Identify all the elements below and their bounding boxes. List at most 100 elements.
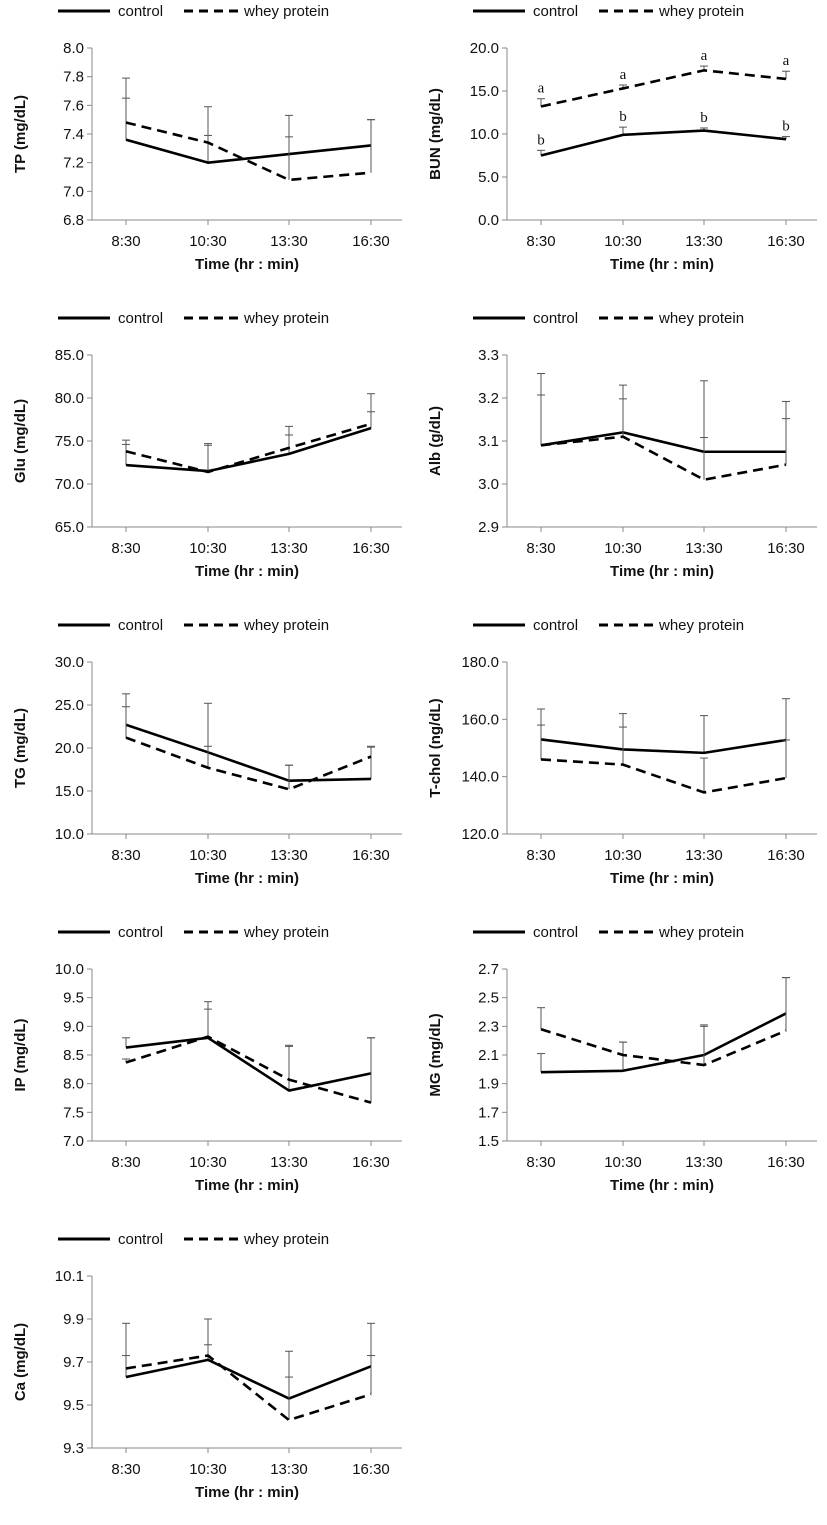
y-tick-label: 180.0 bbox=[461, 654, 499, 671]
series-line-control bbox=[126, 140, 371, 163]
x-tick-label: 10:30 bbox=[189, 540, 227, 557]
y-axis-title: Ca (mg/dL) bbox=[12, 1323, 29, 1401]
y-tick-label: 25.0 bbox=[55, 697, 84, 714]
legend-label-whey: whey protein bbox=[658, 310, 744, 327]
x-tick-label: 8:30 bbox=[526, 233, 555, 250]
y-tick-label: 5.0 bbox=[478, 169, 499, 186]
x-tick-label: 16:30 bbox=[352, 847, 390, 864]
y-tick-label: 2.3 bbox=[478, 1018, 499, 1035]
x-tick-label: 16:30 bbox=[352, 1461, 390, 1478]
significance-label: a bbox=[783, 53, 790, 69]
legend-label-whey: whey protein bbox=[243, 924, 329, 941]
series-line-whey-protein bbox=[126, 738, 371, 790]
y-tick-label: 3.0 bbox=[478, 476, 499, 493]
x-tick-label: 8:30 bbox=[526, 540, 555, 557]
y-tick-label: 20.0 bbox=[470, 40, 499, 57]
x-tick-label: 10:30 bbox=[189, 1154, 227, 1171]
series-line-whey-protein bbox=[541, 70, 786, 106]
legend-label-whey: whey protein bbox=[658, 617, 744, 634]
x-tick-label: 13:30 bbox=[270, 847, 308, 864]
x-tick-label: 8:30 bbox=[111, 847, 140, 864]
significance-label: a bbox=[620, 67, 627, 83]
series-line-control bbox=[541, 131, 786, 156]
y-tick-label: 1.9 bbox=[478, 1076, 499, 1093]
y-axis-title: BUN (mg/dL) bbox=[427, 88, 444, 180]
x-tick-label: 8:30 bbox=[111, 233, 140, 250]
series-line-control bbox=[541, 739, 786, 752]
y-tick-label: 2.5 bbox=[478, 990, 499, 1007]
significance-label: b bbox=[537, 132, 545, 148]
x-tick-label: 13:30 bbox=[685, 540, 723, 557]
y-axis-title: IP (mg/dL) bbox=[12, 1018, 29, 1091]
legend-label-control: control bbox=[118, 617, 163, 634]
x-axis-title: Time (hr : min) bbox=[610, 256, 714, 273]
x-axis-title: Time (hr : min) bbox=[610, 563, 714, 580]
y-tick-label: 30.0 bbox=[55, 654, 84, 671]
x-tick-label: 16:30 bbox=[767, 1154, 805, 1171]
x-tick-label: 10:30 bbox=[604, 233, 642, 250]
y-tick-label: 10.0 bbox=[55, 826, 84, 843]
y-tick-label: 9.5 bbox=[63, 1397, 84, 1414]
x-tick-label: 13:30 bbox=[685, 233, 723, 250]
legend-label-whey: whey protein bbox=[243, 1231, 329, 1248]
x-tick-label: 16:30 bbox=[352, 1154, 390, 1171]
x-tick-label: 16:30 bbox=[352, 540, 390, 557]
x-axis-title: Time (hr : min) bbox=[610, 870, 714, 887]
y-tick-label: 20.0 bbox=[55, 740, 84, 757]
series-line-whey-protein bbox=[541, 1029, 786, 1065]
y-tick-label: 8.0 bbox=[63, 1076, 84, 1093]
series-line-whey-protein bbox=[126, 1037, 371, 1103]
legend-label-whey: whey protein bbox=[243, 3, 329, 20]
x-tick-label: 13:30 bbox=[270, 233, 308, 250]
y-tick-label: 7.6 bbox=[63, 97, 84, 114]
x-tick-label: 8:30 bbox=[111, 1154, 140, 1171]
y-tick-label: 6.8 bbox=[63, 212, 84, 229]
y-tick-label: 7.2 bbox=[63, 155, 84, 172]
x-tick-label: 8:30 bbox=[111, 1461, 140, 1478]
y-tick-label: 7.4 bbox=[63, 126, 84, 143]
series-line-control bbox=[541, 1013, 786, 1072]
x-axis-title: Time (hr : min) bbox=[195, 563, 299, 580]
y-tick-label: 80.0 bbox=[55, 390, 84, 407]
y-axis-title: T-chol (ng/dL) bbox=[427, 698, 444, 797]
y-tick-label: 8.5 bbox=[63, 1047, 84, 1064]
y-tick-label: 75.0 bbox=[55, 433, 84, 450]
y-axis-title: Glu (mg/dL) bbox=[12, 399, 29, 483]
legend-label-control: control bbox=[118, 1231, 163, 1248]
y-tick-label: 70.0 bbox=[55, 476, 84, 493]
x-tick-label: 10:30 bbox=[604, 540, 642, 557]
y-tick-label: 65.0 bbox=[55, 519, 84, 536]
x-tick-label: 13:30 bbox=[685, 1154, 723, 1171]
x-axis-title: Time (hr : min) bbox=[195, 1484, 299, 1501]
legend-label-control: control bbox=[533, 3, 578, 20]
legend-label-whey: whey protein bbox=[243, 310, 329, 327]
x-tick-label: 16:30 bbox=[767, 847, 805, 864]
y-tick-label: 10.0 bbox=[55, 961, 84, 978]
x-tick-label: 10:30 bbox=[604, 1154, 642, 1171]
y-tick-label: 7.0 bbox=[63, 183, 84, 200]
chart-panel: control whey protein 6.8 7.0 7.2 7.4 7.6 7.8 8.0… bbox=[12, 3, 402, 273]
y-tick-label: 9.3 bbox=[63, 1440, 84, 1457]
y-tick-label: 9.0 bbox=[63, 1018, 84, 1035]
y-tick-label: 120.0 bbox=[461, 826, 499, 843]
legend-label-whey: whey protein bbox=[243, 617, 329, 634]
y-tick-label: 7.5 bbox=[63, 1104, 84, 1121]
y-tick-label: 85.0 bbox=[55, 347, 84, 364]
y-tick-label: 3.2 bbox=[478, 390, 499, 407]
series-line-control bbox=[126, 1360, 371, 1399]
y-tick-label: 8.0 bbox=[63, 40, 84, 57]
y-tick-label: 9.9 bbox=[63, 1311, 84, 1328]
y-tick-label: 2.7 bbox=[478, 961, 499, 978]
x-axis-title: Time (hr : min) bbox=[610, 1177, 714, 1194]
x-tick-label: 13:30 bbox=[270, 1154, 308, 1171]
x-tick-label: 16:30 bbox=[352, 233, 390, 250]
x-tick-label: 16:30 bbox=[767, 540, 805, 557]
x-axis-title: Time (hr : min) bbox=[195, 256, 299, 273]
y-axis-title: Alb (g/dL) bbox=[427, 406, 444, 476]
legend-label-control: control bbox=[118, 3, 163, 20]
y-tick-label: 7.8 bbox=[63, 69, 84, 86]
